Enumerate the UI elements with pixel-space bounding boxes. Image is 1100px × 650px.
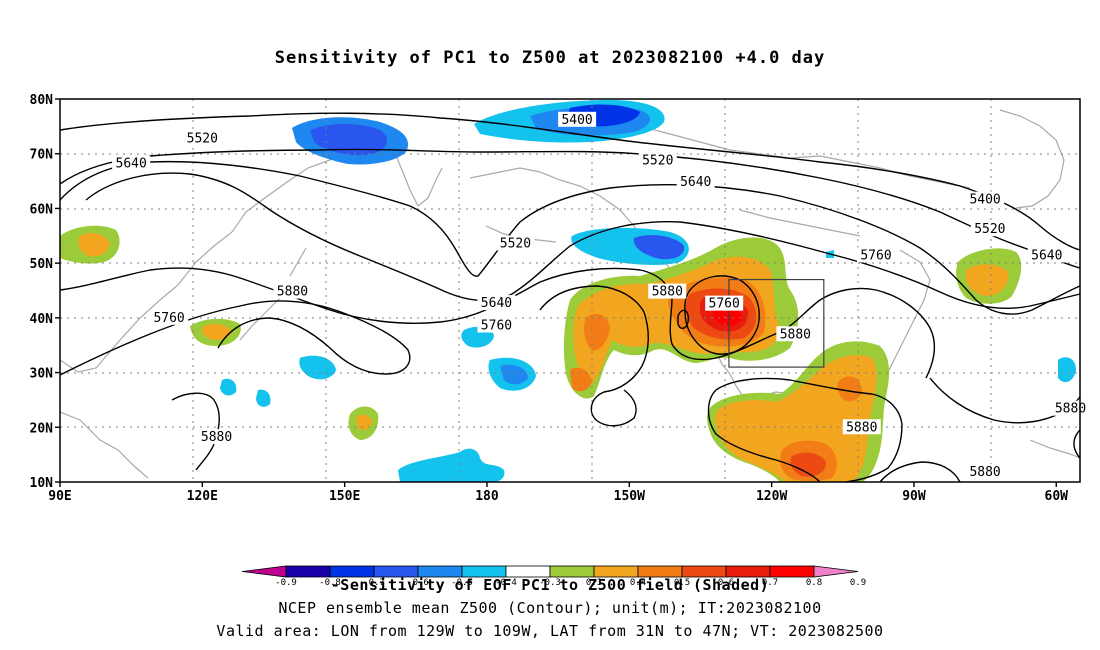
colorbar-swatch: [813, 565, 859, 578]
y-tick-label: 70N: [30, 148, 54, 163]
chart-title: Sensitivity of PC1 to Z500 at 2023082100…: [274, 48, 826, 68]
colorbar-level-label: 0.8: [806, 578, 822, 588]
contour-label-text: 5880: [277, 285, 308, 300]
colorbar-level-label: -0.9: [275, 578, 297, 588]
y-tick-label: 20N: [30, 421, 54, 436]
contour-label-text: 5640: [116, 157, 147, 172]
contour-label-text: 5760: [709, 297, 740, 312]
plot-area: 5520 5640 5400 5520 5640 5520 5400 5520 5640 5760…: [59, 98, 1090, 483]
contour-label: 5400: [966, 191, 1005, 208]
contour-label-text: 5880: [846, 420, 877, 435]
x-tick-label: 120E: [187, 489, 218, 504]
contour-label: 5760: [705, 295, 744, 312]
colorbar-level-label: -0.3: [539, 578, 561, 588]
contour-label: 5640: [477, 295, 516, 311]
contour-label: 5520: [638, 152, 677, 168]
negative-sensitivity-regions: [220, 100, 1076, 482]
colorbar: -0.9 -0.8 -0.7 -0.6 -0.5 -0.4 -0.3 0.3 0.4 0.5 0.6…: [241, 565, 866, 588]
contour-label: 5640: [676, 174, 715, 190]
contour-label-text: 5760: [860, 248, 891, 263]
footer-contour-description: NCEP ensemble mean Z500 (Contour); unit(…: [278, 599, 822, 617]
contour-label: 5640: [112, 155, 151, 172]
footer-valid-area: Valid area: LON from 129W to 109W, LAT f…: [216, 622, 884, 640]
y-tick-label: 30N: [30, 367, 54, 382]
x-tick-label: 150W: [614, 489, 645, 504]
contour-label-text: 5880: [201, 430, 232, 445]
y-tick-label: 10N: [30, 476, 54, 491]
footer-shading-description: -Sensitivity of EOF PC1 to Z500 field (S…: [330, 576, 770, 594]
colorbar-level-label: 0.9: [850, 578, 866, 588]
colorbar-level-label: -0.7: [363, 578, 385, 588]
contour-label: 5880: [776, 326, 815, 342]
colorbar-level-label: -0.5: [451, 578, 473, 588]
contour-label: 5880: [966, 464, 1005, 480]
colorbar-level-label: -0.6: [407, 578, 429, 588]
contour-label: 5880: [197, 429, 236, 445]
contour-labels: 5520 5640 5400 5520 5640 5520 5400 5520 5640 5760…: [112, 111, 1090, 480]
contour-label: 5520: [496, 235, 535, 251]
colorbar-level-label: 0.4: [630, 578, 646, 588]
x-tick-label: 90W: [902, 489, 926, 504]
colorbar-level-label: 0.7: [762, 578, 778, 588]
contour-label-text: 5520: [187, 131, 218, 146]
contour-label-text: 5760: [153, 311, 184, 326]
contour-label: 5640: [1027, 247, 1066, 263]
contour-label: 5760: [857, 247, 895, 263]
valid-area-box: [728, 278, 825, 368]
x-tick-label: 150E: [329, 489, 360, 504]
contour-label: 5520: [970, 221, 1009, 237]
contour-label: 5880: [273, 283, 312, 300]
contour-label-text: 5640: [1031, 248, 1062, 263]
contour-label-text: 5640: [481, 296, 512, 311]
contour-label: 5880: [842, 419, 881, 435]
y-tick-label: 50N: [30, 257, 54, 272]
x-tick-label: 90E: [48, 489, 71, 504]
colorbar-level-label: 0.3: [586, 578, 602, 588]
contour-label: 5520: [183, 130, 222, 146]
colorbar-level-label: -0.4: [495, 578, 517, 588]
contour-label-text: 5640: [680, 175, 711, 190]
contour-label-text: 5880: [1055, 402, 1086, 417]
contour-label: 5400: [558, 111, 597, 128]
contour-label-text: 5400: [561, 113, 592, 128]
contour-label-text: 5760: [481, 319, 512, 334]
contour-label: 5760: [150, 309, 189, 326]
contour-label-text: 5400: [969, 193, 1000, 208]
contour-label-text: 5880: [780, 327, 811, 342]
contour-label-text: 5520: [500, 236, 531, 251]
colorbar-level-label: -0.8: [319, 578, 341, 588]
contour-label-text: 5880: [969, 465, 1000, 480]
x-tick-label: 120W: [756, 489, 787, 504]
colorbar-level-label: 0.5: [674, 578, 690, 588]
contour-label: 5760: [477, 317, 516, 334]
y-tick-label: 80N: [30, 93, 54, 108]
contour-label-text: 5880: [652, 285, 683, 300]
contour-label: 5880: [1051, 400, 1090, 417]
y-tick-label: 60N: [30, 202, 54, 217]
x-tick-label: 60W: [1045, 489, 1069, 504]
axes: 90E 120E 150E 180 150W 120W 90W 60W 10N 20N 30N 40N…: [30, 93, 1069, 504]
colorbar-level-label: 0.6: [718, 578, 734, 588]
x-tick-label: 180: [475, 489, 499, 504]
contour-label: 5880: [648, 283, 687, 300]
contour-label-text: 5520: [974, 222, 1005, 237]
y-tick-label: 40N: [30, 312, 54, 327]
contour-label-text: 5520: [642, 153, 673, 168]
plot-frame: [59, 98, 1081, 483]
positive-sensitivity-regions: [60, 225, 1022, 482]
